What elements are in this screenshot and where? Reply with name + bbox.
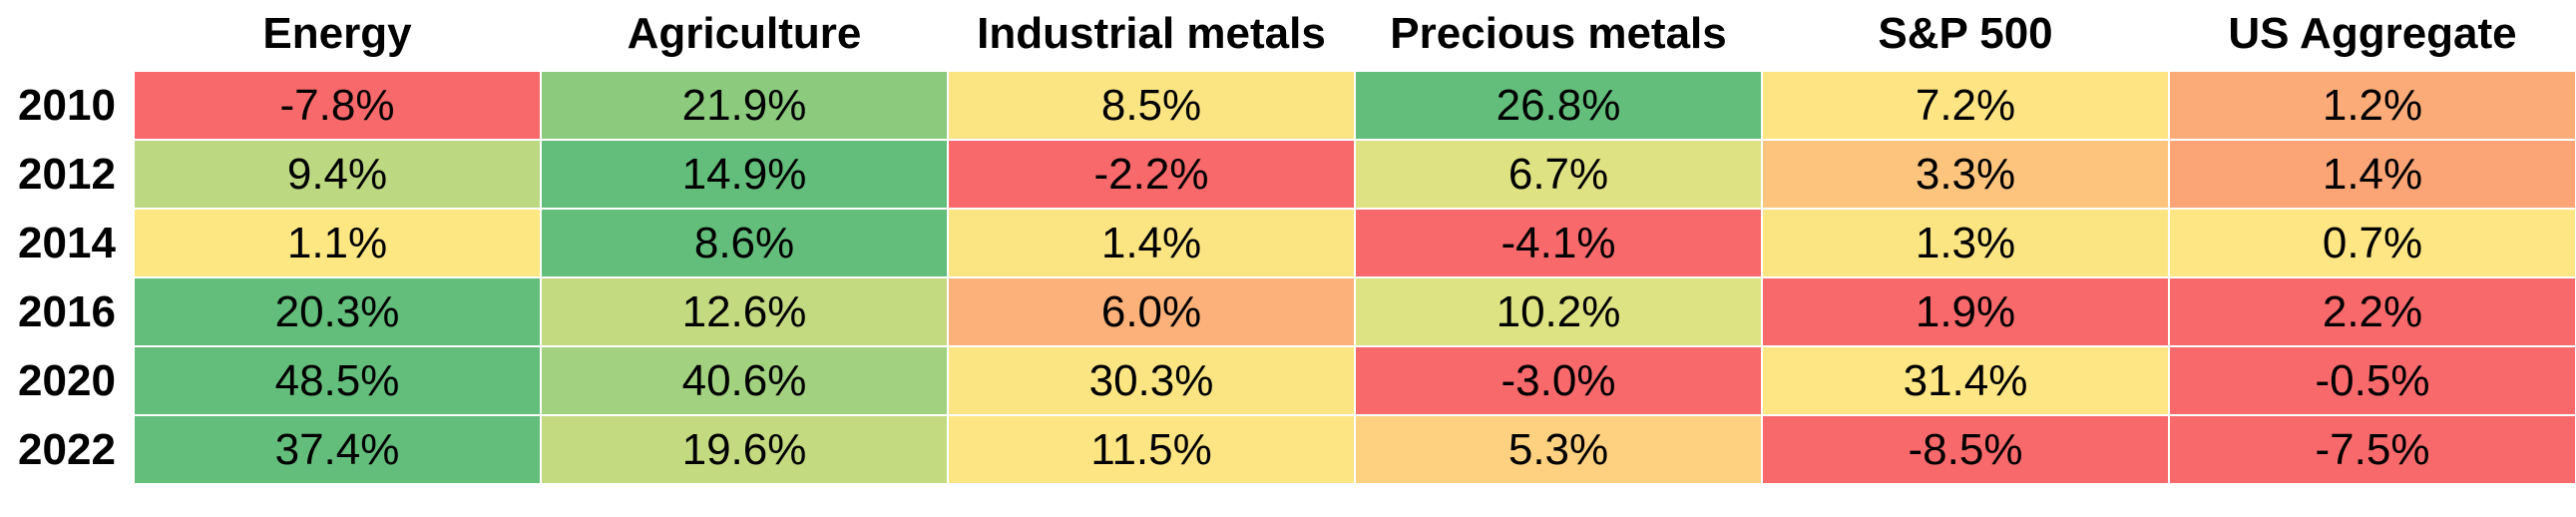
heatmap-cell: 2.2% — [2169, 277, 2576, 346]
heatmap-cell: -7.8% — [134, 71, 541, 140]
heatmap-cell: -8.5% — [1762, 415, 2169, 484]
row-header-year: 2022 — [18, 425, 116, 474]
heatmap-cell: 37.4% — [134, 415, 541, 484]
heatmap-cell: 20.3% — [134, 277, 541, 346]
heatmap-cell: 5.3% — [1355, 415, 1762, 484]
heatmap-cell: 1.2% — [2169, 71, 2576, 140]
heatmap-cell: 30.3% — [948, 346, 1355, 415]
heatmap-cell: 8.5% — [948, 71, 1355, 140]
heatmap-cell: 12.6% — [541, 277, 948, 346]
heatmap-cell: 1.3% — [1762, 209, 2169, 277]
heatmap-cell: 40.6% — [541, 346, 948, 415]
row-header-year: 2014 — [18, 219, 116, 267]
column-header: US Aggregate — [2228, 9, 2517, 58]
column-header: Precious metals — [1390, 9, 1727, 58]
column-header: Agriculture — [627, 9, 862, 58]
column-header: Energy — [262, 9, 412, 58]
heatmap-cell: 11.5% — [948, 415, 1355, 484]
column-header: Industrial metals — [977, 9, 1326, 58]
heatmap-cell: -2.2% — [948, 140, 1355, 209]
heatmap-cell: 6.7% — [1355, 140, 1762, 209]
heatmap-cell: 1.1% — [134, 209, 541, 277]
heatmap-cell: 1.4% — [948, 209, 1355, 277]
heatmap-cell: 3.3% — [1762, 140, 2169, 209]
heatmap-cell: 7.2% — [1762, 71, 2169, 140]
heatmap-cell: 0.7% — [2169, 209, 2576, 277]
heatmap-cell: 10.2% — [1355, 277, 1762, 346]
heatmap-cell: 21.9% — [541, 71, 948, 140]
heatmap-cell: 19.6% — [541, 415, 948, 484]
row-header-year: 2010 — [18, 81, 116, 130]
column-header: S&P 500 — [1878, 9, 2053, 58]
heatmap-cell: 8.6% — [541, 209, 948, 277]
heatmap-cell: 31.4% — [1762, 346, 2169, 415]
heatmap-cell: 14.9% — [541, 140, 948, 209]
heatmap-cell: 1.4% — [2169, 140, 2576, 209]
row-header-year: 2020 — [18, 356, 116, 405]
heatmap-cell: 9.4% — [134, 140, 541, 209]
heatmap-cell: 48.5% — [134, 346, 541, 415]
heatmap-cell: -3.0% — [1355, 346, 1762, 415]
heatmap-cell: 6.0% — [948, 277, 1355, 346]
heatmap-cell: -4.1% — [1355, 209, 1762, 277]
heatmap-cell: 1.9% — [1762, 277, 2169, 346]
heatmap-cell: 26.8% — [1355, 71, 1762, 140]
row-header-year: 2012 — [18, 150, 116, 199]
row-header-year: 2016 — [18, 287, 116, 336]
heatmap-cell: -0.5% — [2169, 346, 2576, 415]
heatmap-cell: -7.5% — [2169, 415, 2576, 484]
